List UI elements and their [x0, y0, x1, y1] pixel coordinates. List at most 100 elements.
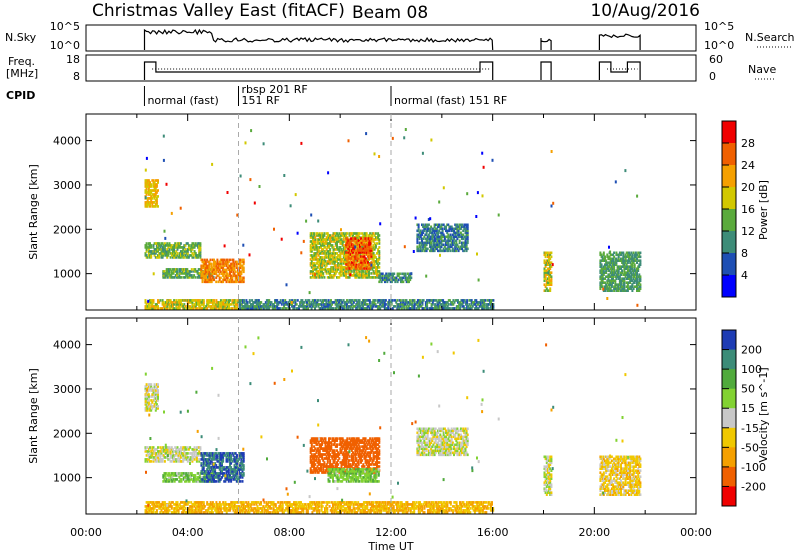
cpid-segment-label-2: 151 RF — [242, 94, 280, 107]
velocity-heatmap — [145, 336, 642, 514]
heat-cell — [606, 297, 608, 300]
heat-cell — [157, 383, 159, 386]
heat-cell — [198, 458, 200, 461]
heat-cell — [359, 299, 361, 302]
heat-cell — [297, 299, 299, 302]
heat-cell — [297, 232, 299, 235]
heat-cell — [322, 272, 324, 275]
heat-cell — [199, 249, 201, 252]
heat-cell — [624, 169, 626, 172]
heat-cell — [285, 307, 287, 310]
heat-cell — [443, 304, 445, 307]
heat-cell — [378, 246, 380, 249]
heat-cell — [475, 215, 477, 218]
heat-cell — [341, 304, 343, 307]
heat-cell — [329, 248, 331, 251]
heat-cell — [378, 234, 380, 237]
heat-cell — [498, 214, 500, 217]
heat-cell — [466, 192, 468, 195]
heat-cell — [148, 393, 150, 396]
heat-cell — [146, 242, 148, 245]
heat-cell — [183, 472, 185, 475]
heat-cell — [366, 232, 368, 235]
heat-cell — [157, 446, 159, 449]
heat-cell — [378, 238, 380, 241]
heat-cell — [194, 276, 196, 279]
heat-cell — [216, 259, 218, 262]
heat-cell — [242, 244, 244, 247]
heat-cell — [466, 299, 468, 302]
nsky-trace — [145, 30, 641, 50]
heat-cell — [171, 212, 173, 215]
heat-cell — [550, 275, 552, 278]
heat-cell — [166, 300, 168, 303]
heat-cell — [378, 155, 380, 158]
heat-cell — [215, 480, 217, 483]
heat-cell — [358, 255, 360, 258]
heat-cell — [375, 232, 377, 235]
heat-cell — [549, 287, 551, 290]
heat-cell — [492, 159, 494, 162]
heat-cell — [332, 307, 334, 310]
heat-cell — [410, 277, 412, 280]
heat-cell — [477, 191, 479, 194]
heat-cell — [604, 256, 606, 259]
heat-cell — [309, 291, 311, 294]
heat-cell — [215, 281, 217, 284]
heat-cell — [286, 283, 288, 286]
heat-cell — [281, 238, 283, 241]
heat-cell — [323, 276, 325, 279]
heat-cell — [621, 269, 623, 272]
cpid-segment-label: normal (fast) 151 RF — [394, 94, 507, 107]
heat-cell — [146, 157, 148, 160]
heat-cell — [181, 478, 183, 481]
heat-cell — [308, 299, 310, 302]
heat-cell — [231, 307, 233, 310]
heat-cell — [313, 232, 315, 235]
heat-cell — [200, 462, 202, 465]
heat-cell — [148, 243, 150, 246]
heat-cell — [203, 299, 205, 302]
heat-cell — [232, 259, 234, 262]
heat-cell — [280, 299, 282, 302]
heat-cell — [484, 299, 486, 302]
heat-cell — [379, 222, 381, 225]
heat-cell — [551, 205, 553, 208]
heat-cell — [213, 299, 215, 302]
freq-tick-bottom: 8 — [73, 70, 80, 83]
heat-cell — [375, 299, 377, 302]
heat-cell — [340, 228, 342, 231]
heat-cell — [427, 248, 429, 251]
heat-cell — [157, 305, 159, 308]
power-ylabel: Slant Range [km] — [27, 164, 40, 260]
heat-cell — [314, 273, 316, 276]
heat-cell — [608, 246, 610, 249]
heat-cell — [176, 268, 178, 271]
heat-cell — [402, 299, 404, 302]
heat-cell — [199, 446, 201, 449]
heat-cell — [303, 240, 305, 243]
heat-cell — [402, 281, 404, 284]
nsearch-tick-top: 10^5 — [704, 20, 734, 33]
heat-cell — [240, 175, 242, 178]
heat-cell — [378, 270, 380, 273]
heat-cell — [146, 383, 148, 386]
heat-cell — [409, 299, 411, 302]
heat-cell — [392, 299, 394, 302]
heat-cell — [378, 262, 380, 265]
heat-cell — [369, 299, 371, 302]
heat-cell — [418, 224, 420, 227]
heat-cell — [194, 446, 196, 449]
heat-cell — [310, 214, 312, 217]
heat-cell — [173, 307, 175, 310]
heat-cell — [164, 230, 166, 233]
heat-cell — [636, 195, 638, 198]
heat-cell — [157, 389, 159, 392]
y-tick-label: 2000 — [53, 223, 81, 236]
heat-cell — [429, 217, 431, 220]
heat-cell — [163, 135, 165, 138]
